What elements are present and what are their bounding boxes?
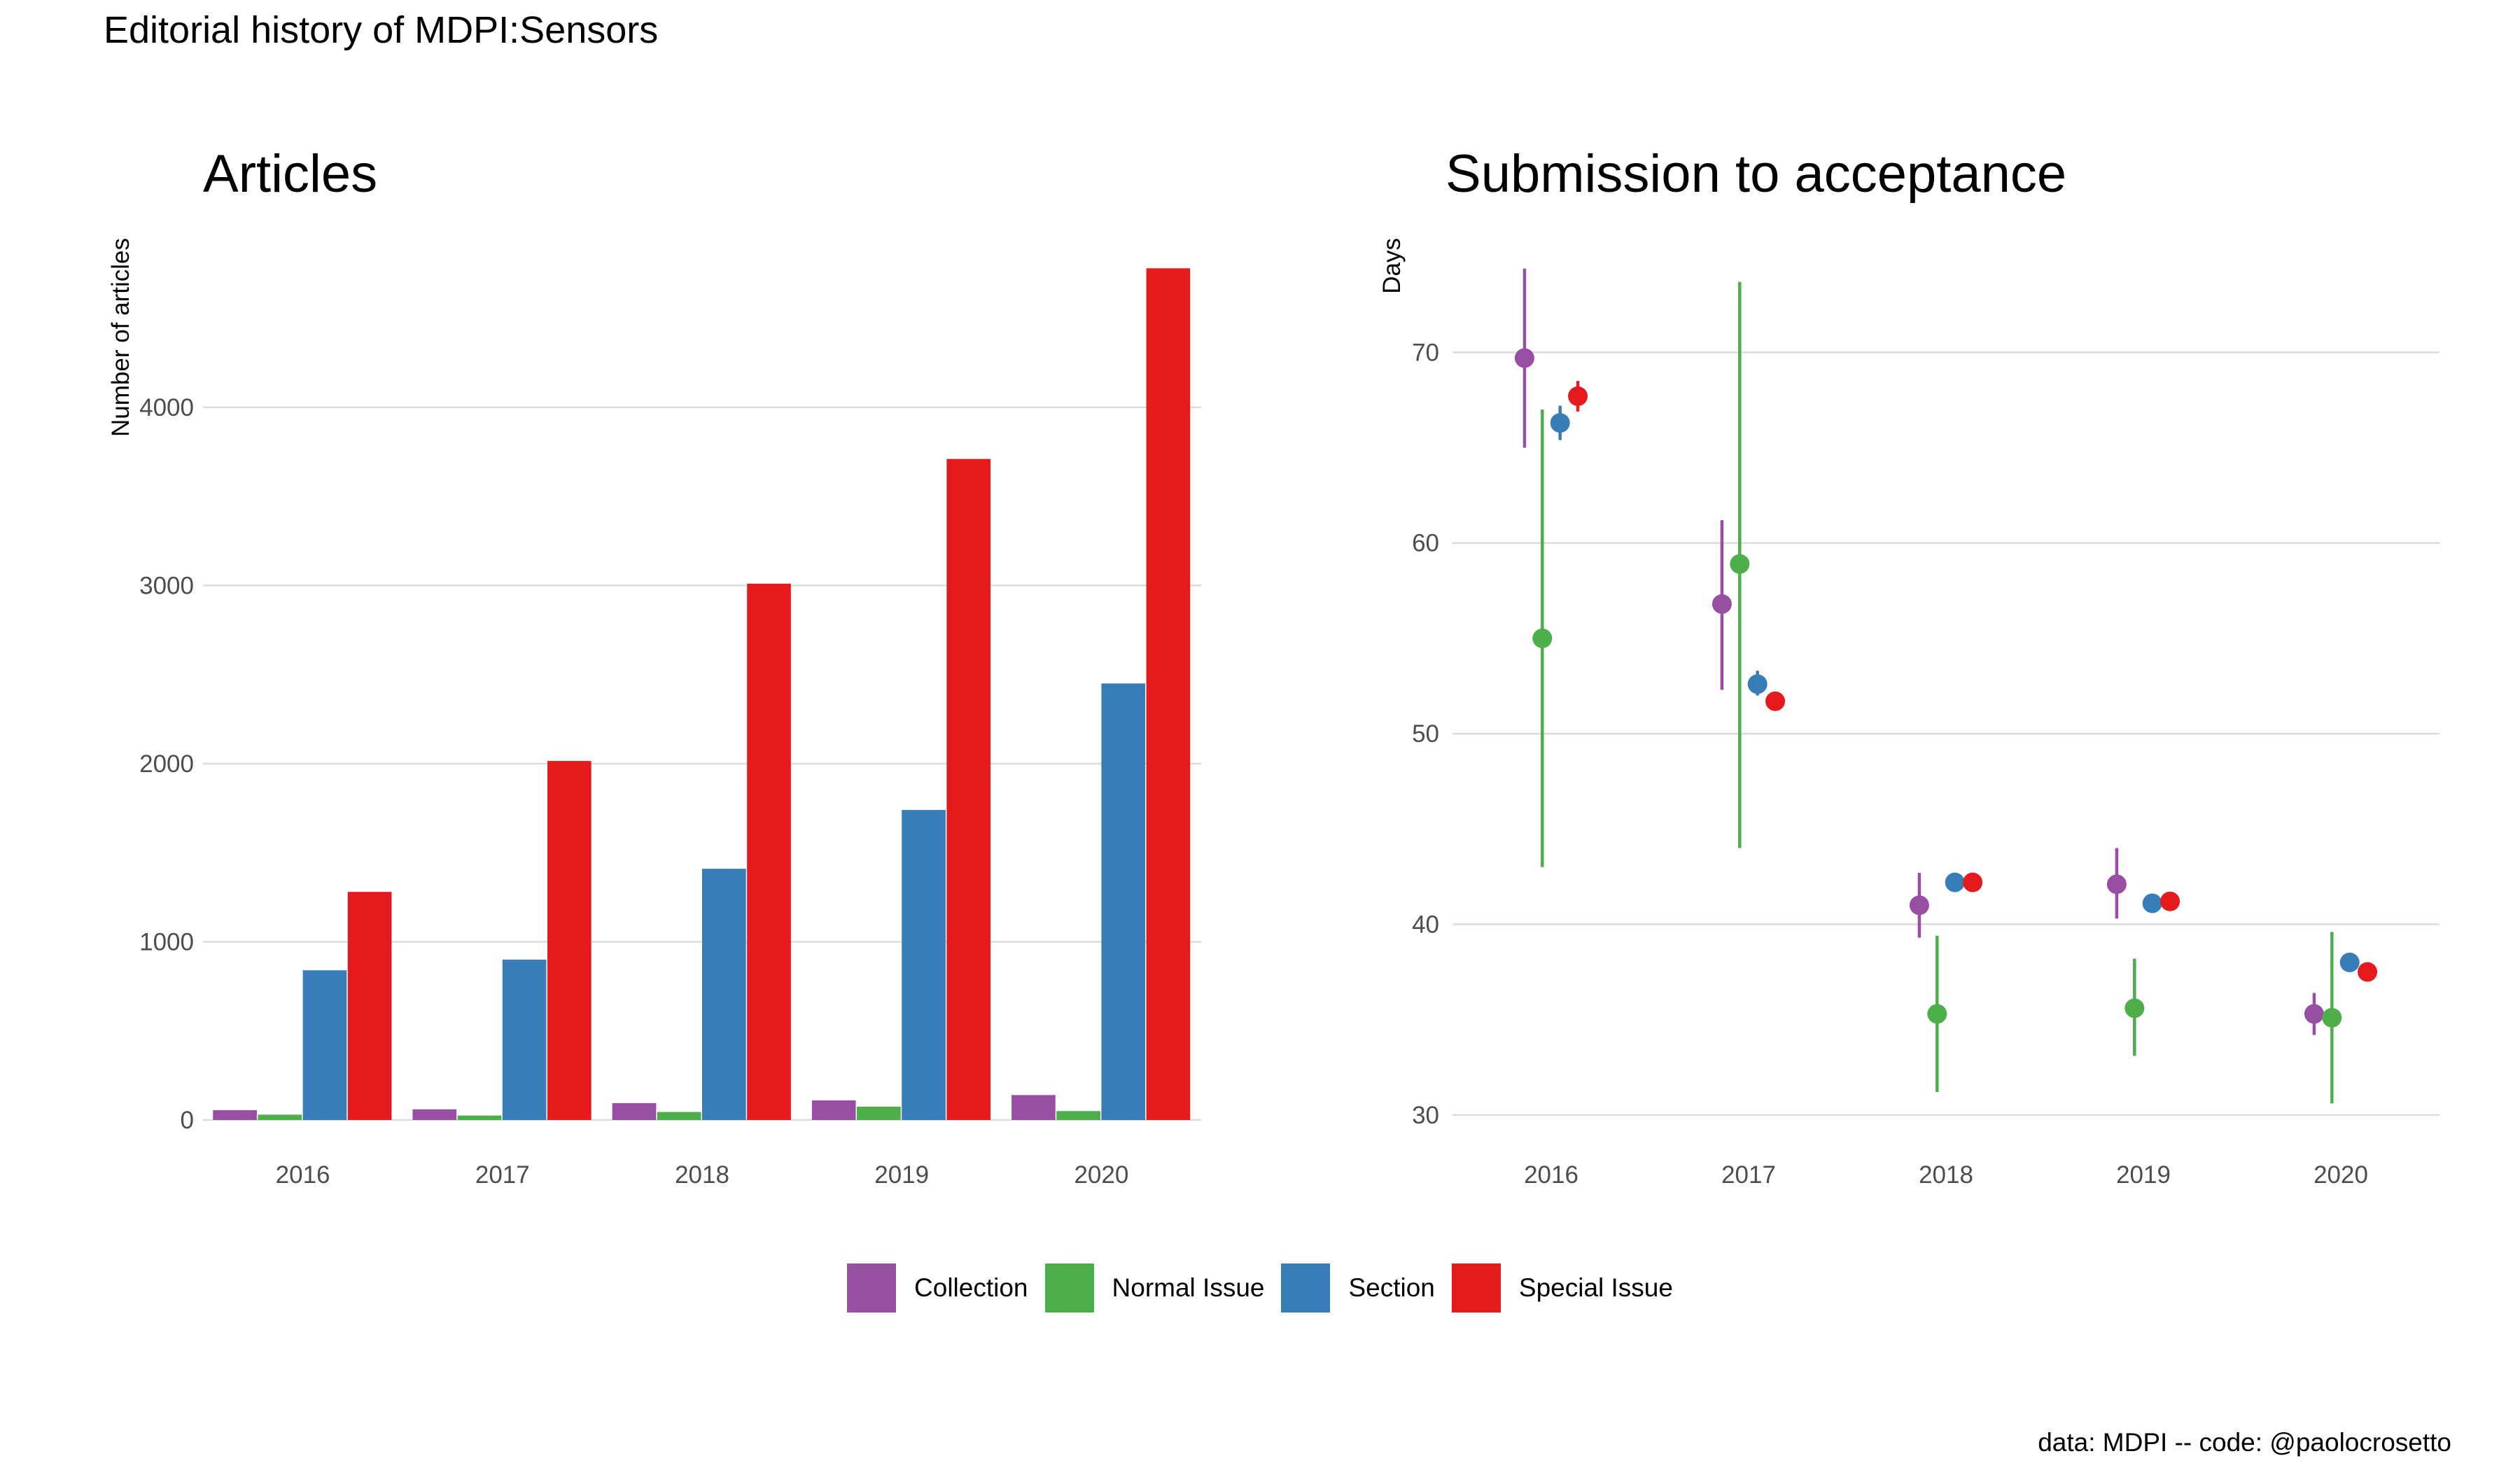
acceptance-y-tick-label: 60	[1412, 530, 1439, 557]
acceptance-y-tick-label: 70	[1412, 339, 1439, 366]
legend-item-collection: Collection	[847, 1264, 1028, 1312]
acceptance-x-tick-label: 2019	[2116, 1161, 2171, 1189]
legend-key-collection	[847, 1264, 897, 1312]
point-section-2019	[2142, 893, 2162, 913]
articles-panel-title: Articles	[203, 144, 377, 204]
point-section-2017	[1747, 674, 1768, 694]
bar-special-issue-2016	[347, 892, 392, 1120]
articles-x-tick-label: 2018	[675, 1161, 729, 1189]
point-normal-issue-2018	[1927, 1004, 1947, 1024]
bar-section-2020	[1101, 683, 1146, 1120]
legend-label: Special Issue	[1518, 1273, 1673, 1302]
bar-normal-issue-2019	[857, 1106, 901, 1120]
point-special-issue-2016	[1568, 386, 1588, 407]
acceptance-x-tick-label: 2017	[1721, 1161, 1776, 1189]
point-section-2020	[2339, 952, 2360, 972]
point-collection-2017	[1712, 594, 1732, 614]
acceptance-y-tick-label: 40	[1412, 911, 1439, 938]
bar-normal-issue-2016	[258, 1114, 302, 1120]
bar-special-issue-2020	[1146, 268, 1191, 1121]
bar-collection-2018	[612, 1102, 657, 1120]
point-normal-issue-2017	[1730, 554, 1750, 574]
point-special-issue-2020	[2358, 962, 2378, 982]
bar-special-issue-2017	[547, 761, 592, 1120]
legend-key-special-issue	[1451, 1264, 1501, 1312]
acceptance-panel-title: Submission to acceptance	[1446, 144, 2066, 204]
bar-collection-2020	[1011, 1095, 1056, 1120]
articles-y-tick-label: 0	[181, 1107, 194, 1134]
articles-y-tick-label: 3000	[139, 572, 194, 599]
legend: Collection Normal Issue Section Special Iss…	[0, 1260, 2520, 1316]
articles-y-tick-label: 4000	[139, 394, 194, 421]
bar-section-2018	[702, 869, 746, 1120]
point-normal-issue-2019	[2124, 998, 2145, 1018]
legend-label: Section	[1348, 1273, 1435, 1302]
acceptance-y-tick-label: 30	[1412, 1102, 1439, 1129]
legend-label: Collection	[914, 1273, 1028, 1302]
articles-y-tick-label: 1000	[139, 928, 194, 955]
bar-special-issue-2018	[747, 583, 791, 1120]
legend-key-section	[1281, 1264, 1331, 1312]
articles-y-axis-label: Number of articles	[107, 238, 134, 437]
bar-normal-issue-2018	[657, 1112, 701, 1120]
acceptance-y-axis-label: Days	[1378, 238, 1406, 294]
articles-x-tick-label: 2016	[276, 1161, 330, 1189]
bar-collection-2016	[213, 1110, 257, 1120]
acceptance-x-tick-label: 2016	[1524, 1161, 1578, 1189]
acceptance-y-tick-label: 50	[1412, 720, 1439, 748]
articles-y-tick-label: 2000	[139, 750, 194, 778]
bar-collection-2017	[412, 1109, 457, 1120]
legend-item-section: Section	[1281, 1264, 1435, 1312]
point-special-issue-2018	[1963, 872, 1983, 892]
point-collection-2020	[2304, 1004, 2324, 1024]
acceptance-x-tick-label: 2020	[2314, 1161, 2368, 1189]
point-collection-2019	[2106, 874, 2127, 895]
point-collection-2018	[1909, 895, 1929, 916]
legend-label: Normal Issue	[1112, 1273, 1265, 1302]
articles-x-tick-label: 2017	[475, 1161, 530, 1189]
point-special-issue-2019	[2160, 891, 2180, 911]
articles-x-tick-label: 2019	[874, 1161, 929, 1189]
legend-key-normal-issue	[1044, 1264, 1094, 1312]
bar-normal-issue-2020	[1056, 1111, 1100, 1120]
point-section-2016	[1550, 413, 1570, 433]
bar-collection-2019	[811, 1100, 856, 1120]
point-special-issue-2017	[1765, 691, 1786, 711]
bar-normal-issue-2017	[457, 1115, 502, 1120]
figure-title: Editorial history of MDPI:Sensors	[104, 9, 659, 51]
bar-section-2016	[302, 970, 347, 1120]
articles-x-tick-label: 2020	[1074, 1161, 1128, 1189]
bar-special-issue-2019	[946, 458, 991, 1120]
figure-caption: data: MDPI -- code: @paolocrosetto	[2038, 1428, 2451, 1457]
bar-section-2017	[502, 959, 547, 1120]
point-section-2018	[1945, 872, 1965, 892]
acceptance-x-tick-label: 2018	[1919, 1161, 1973, 1189]
legend-item-normal-issue: Normal Issue	[1044, 1264, 1265, 1312]
point-normal-issue-2020	[2322, 1007, 2342, 1028]
legend-item-special-issue: Special Issue	[1451, 1264, 1673, 1312]
bar-section-2019	[902, 810, 946, 1120]
point-normal-issue-2016	[1532, 628, 1553, 648]
point-collection-2016	[1514, 348, 1534, 368]
